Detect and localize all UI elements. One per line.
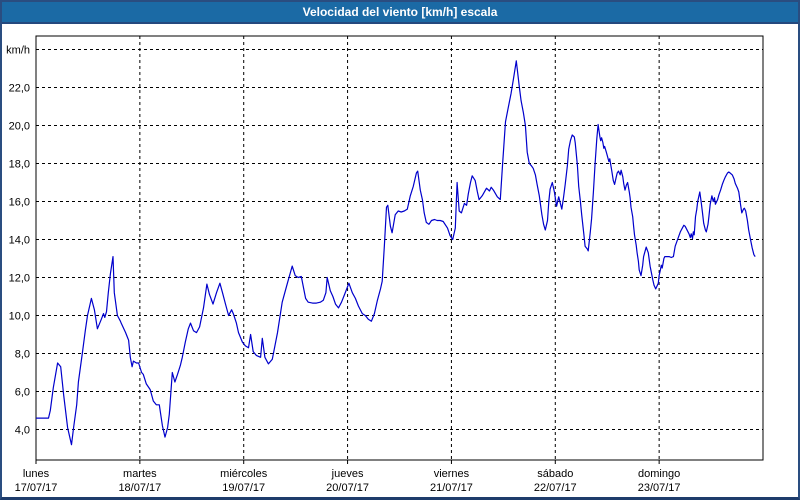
wind-speed-line	[36, 60, 756, 446]
y-tick-label: 6,0	[15, 387, 30, 399]
x-day-name: martes	[123, 468, 157, 480]
x-day-date: 18/07/17	[118, 482, 161, 494]
y-tick-label: 20,0	[9, 121, 30, 133]
x-day-name: viernes	[434, 468, 470, 480]
wind-speed-chart: 4,0 6,0 8,0 10,0 12,0 14,0 16,0 18,0 20,0 22,0 km/…	[6, 35, 764, 494]
chart-title: Velocidad del viento [km/h] escala	[302, 5, 498, 19]
x-day-name: miércoles	[220, 468, 268, 480]
x-day-name: lunes	[23, 468, 50, 480]
y-tick-label: 4,0	[15, 425, 30, 437]
x-day-date: 22/07/17	[534, 482, 577, 494]
chart-area: 4,0 6,0 8,0 10,0 12,0 14,0 16,0 18,0 20,0 22,0 km/…	[2, 24, 798, 497]
x-day-date: 20/07/17	[326, 482, 369, 494]
x-day-name: domingo	[638, 468, 680, 480]
x-day-name: jueves	[331, 468, 364, 480]
plot-frame	[35, 35, 764, 461]
x-day-date: 17/07/17	[15, 482, 58, 494]
x-day-date: 19/07/17	[222, 482, 265, 494]
y-tick-label: 10,0	[9, 311, 30, 323]
y-tick-label: km/h	[6, 45, 30, 57]
y-tick-label: 18,0	[9, 159, 30, 171]
x-day-date: 21/07/17	[430, 482, 473, 494]
y-tick-label: 14,0	[9, 235, 30, 247]
y-tick-label: 12,0	[9, 273, 30, 285]
y-tick-label: 22,0	[9, 83, 30, 95]
y-tick-label: 8,0	[15, 349, 30, 361]
x-day-date: 23/07/17	[638, 482, 681, 494]
x-day-name: sábado	[537, 468, 573, 480]
title-bar: Velocidad del viento [km/h] escala	[2, 2, 798, 24]
y-tick-label: 16,0	[9, 197, 30, 209]
